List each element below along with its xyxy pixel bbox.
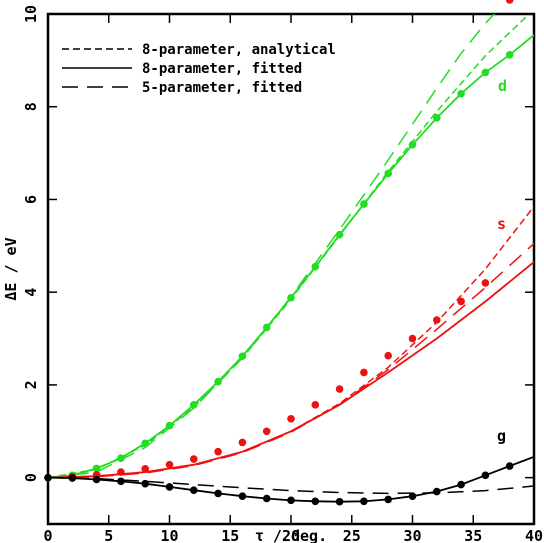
legend-label: 5-parameter, fitted — [142, 80, 302, 96]
s-data-point — [141, 465, 149, 473]
x-tick-label: 5 — [104, 527, 113, 543]
y-tick-label: 2 — [22, 380, 40, 389]
d-data-point — [360, 200, 368, 208]
s-data-point — [384, 352, 392, 360]
g-data-point — [506, 462, 514, 470]
s-data-point — [287, 415, 295, 423]
curve-label-g: g — [497, 427, 506, 445]
d-data-point — [336, 231, 344, 239]
d-data-point — [312, 263, 320, 271]
g-data-point — [93, 476, 101, 484]
g-data-point — [409, 492, 417, 500]
g-data-point — [312, 497, 320, 505]
curve-label-d: d — [498, 77, 507, 95]
g-data-point — [287, 497, 295, 505]
s-data-point — [312, 401, 320, 409]
y-tick-label: 10 — [22, 5, 40, 23]
x-tick-label: 15 — [221, 527, 239, 543]
g-data-point — [166, 483, 174, 491]
g-data-point — [360, 497, 368, 505]
d-data-point — [117, 454, 125, 462]
x-tick-label: 35 — [464, 527, 482, 543]
x-tick-label: 10 — [160, 527, 178, 543]
s-data-point — [117, 468, 125, 476]
s-data-point — [214, 448, 222, 456]
x-tick-label: 0 — [43, 527, 52, 543]
d-data-point — [409, 141, 417, 149]
d-data-point — [506, 51, 514, 59]
g-data-point — [263, 495, 271, 503]
d-data-point — [190, 401, 198, 409]
curve-labels-layer: d s g — [497, 77, 507, 445]
g-data-point — [336, 498, 344, 506]
x-tick-label: 30 — [403, 527, 421, 543]
y-tick-label: 6 — [22, 195, 40, 204]
d-fitted-8-curve — [48, 35, 534, 478]
g-data-point — [433, 488, 441, 496]
g-data-point — [239, 492, 247, 500]
legend-label: 8-parameter, fitted — [142, 61, 302, 77]
y-axis-title: ΔE / eV — [2, 237, 20, 300]
d-data-point — [457, 90, 465, 98]
y-tick-label: 0 — [22, 473, 40, 482]
legend-label: 8-parameter, analytical — [142, 42, 336, 58]
x-tick-label: 40 — [525, 527, 543, 543]
g-data-point — [482, 472, 490, 480]
d-data-point — [239, 352, 247, 360]
s-data-point — [482, 279, 490, 287]
d-data-point — [384, 170, 392, 178]
s-data-point — [457, 298, 465, 306]
s-data-point — [239, 439, 247, 447]
g-data-point — [117, 478, 125, 486]
legend: 8-parameter, analytical 8-parameter, fitt… — [62, 42, 336, 96]
s-data-point — [360, 369, 368, 377]
x-axis-title: τ / deg. — [255, 527, 327, 543]
s-data-point — [336, 385, 344, 393]
g-data-point — [69, 474, 77, 482]
s-data-point — [433, 316, 441, 324]
curve-label-s: s — [497, 215, 506, 233]
d-data-point — [166, 422, 174, 430]
s-data-point — [409, 335, 417, 343]
y-tick-label: 4 — [22, 288, 40, 297]
d-data-point — [141, 440, 149, 448]
d-data-point — [433, 114, 441, 122]
d-data-point — [263, 324, 271, 332]
x-tick-label: 25 — [343, 527, 361, 543]
s-data-point — [263, 427, 271, 435]
s-data-point — [190, 455, 198, 463]
d-data-point — [287, 294, 295, 302]
g-data-point — [141, 480, 149, 488]
s-fitted-5-curve — [48, 244, 534, 478]
y-tick-label: 8 — [22, 102, 40, 111]
g-data-point — [214, 490, 222, 498]
g-data-point — [190, 486, 198, 494]
d-data-point — [482, 69, 490, 77]
s-data-point — [166, 461, 174, 469]
g-data-point — [384, 496, 392, 504]
d-data-point — [93, 465, 101, 473]
d-data-point — [214, 378, 222, 386]
s-data-point — [506, 0, 514, 4]
g-data-point — [457, 481, 465, 489]
s-analytical-8-curve — [48, 206, 534, 477]
